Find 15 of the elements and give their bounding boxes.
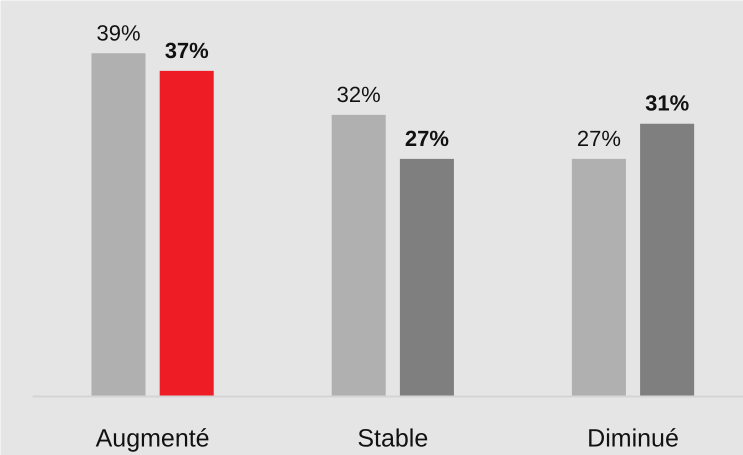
data-label: 27% [576, 126, 621, 151]
x-tick-label: Diminué [587, 424, 679, 452]
data-label: 39% [96, 20, 141, 46]
data-label: 27% [404, 126, 449, 151]
data-label: 37% [164, 38, 209, 63]
bar [160, 70, 214, 396]
x-tick-label: Augmenté [96, 424, 210, 452]
bar [91, 53, 146, 396]
bar [400, 158, 454, 396]
data-label: 32% [336, 82, 381, 107]
bar [640, 124, 694, 396]
bar [332, 114, 386, 396]
data-label: 31% [645, 90, 690, 116]
bar [572, 158, 626, 396]
x-tick-label: Stable [357, 424, 428, 452]
